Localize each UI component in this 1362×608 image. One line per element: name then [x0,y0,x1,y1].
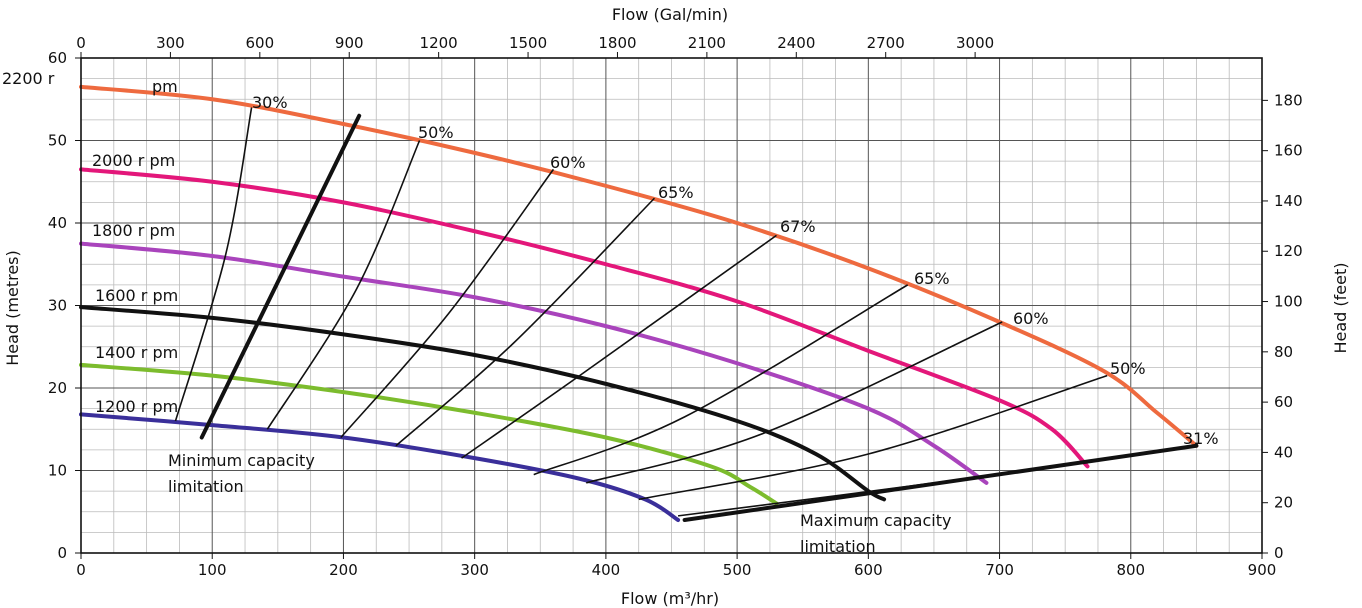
chart-labels: 2200 r pm 2000 r pm 1800 r pm 1600 r pm 1400 … [2,69,1219,556]
y2-axis-ticks: 0 20 40 60 80 100 120 140 160 180 [1262,91,1303,562]
y-tick-label: 30 [48,297,67,315]
y2-tick-label: 180 [1274,91,1303,109]
y2-tick-label: 0 [1274,544,1284,562]
y-tick-label: 60 [48,49,67,67]
x-tick-label: 0 [76,561,86,579]
efficiency-curve-0 [174,107,253,422]
series-label: 1400 r pm [95,343,178,362]
x2-tick-label: 600 [246,34,275,52]
y2-axis-title: Head (feet) [1331,263,1350,354]
series-label: 1800 r pm [92,221,175,240]
efficiency-label: 60% [550,153,586,172]
efficiency-label: 67% [780,217,816,236]
y-tick-label: 50 [48,132,67,150]
efficiency-curve-2 [340,168,555,439]
limitation-label-line1: Minimum capacity [168,451,315,470]
x-axis-title: Flow (m³/hr) [621,589,719,608]
x2-tick-label: 2400 [777,34,815,52]
efficiency-curve-4 [461,234,777,459]
series-label: 1200 r pm [95,397,178,416]
x-tick-label: 700 [985,561,1014,579]
efficiency-label: 30% [252,93,288,112]
efficiency-label: 65% [914,269,950,288]
y2-tick-label: 140 [1274,192,1303,210]
capacity-limit-lines [199,113,1199,522]
x2-tick-label: 900 [335,34,364,52]
x-tick-label: 900 [1248,561,1277,579]
x-tick-label: 200 [329,561,358,579]
efficiency-label: 31% [1183,429,1219,448]
x2-tick-label: 1200 [420,34,458,52]
y-tick-label: 0 [57,544,67,562]
x2-tick-label: 2700 [867,34,905,52]
efficiency-curve-6 [585,321,1003,484]
y-tick-label: 10 [48,462,67,480]
series-label: 1600 r pm [95,286,178,305]
efficiency-curve-1 [266,140,421,430]
efficiency-label: 65% [658,183,694,202]
efficiency-curve-7 [638,374,1108,501]
y2-tick-label: 120 [1274,242,1303,260]
speed-curve-0 [79,84,1199,448]
x-tick-label: 600 [854,561,883,579]
y2-tick-label: 160 [1274,142,1303,160]
speed-curve-4 [79,362,779,506]
limitation-line-0 [199,113,362,440]
series-label: 2000 r pm [92,151,175,170]
limitation-line-1 [682,443,1199,522]
x-tick-label: 100 [198,561,227,579]
efficiency-label: 50% [1110,359,1146,378]
series-label-2200-part1: 2200 r [2,69,55,88]
speed-curves [79,84,1199,522]
speed-curve-1 [79,167,1090,469]
speed-curve-2 [79,241,989,485]
limitation-label-line1: Maximum capacity [800,511,951,530]
x-axis-ticks: 0 100 200 300 400 500 600 700 800 900 [76,553,1276,579]
x2-tick-label: 1500 [509,34,547,52]
y2-tick-label: 60 [1274,393,1293,411]
x2-tick-label: 3000 [956,34,994,52]
y-axis-title: Head (metres) [3,250,22,366]
x2-tick-label: 1800 [598,34,636,52]
y2-tick-label: 20 [1274,494,1293,512]
x2-tick-label: 2100 [688,34,726,52]
y2-tick-label: 40 [1274,443,1293,461]
limitation-label-line2: limitation [800,537,876,556]
x2-tick-label: 0 [76,34,86,52]
x-tick-label: 500 [723,561,752,579]
y-tick-label: 40 [48,214,67,232]
x2-tick-label: 300 [156,34,185,52]
efficiency-curve-3 [395,197,656,447]
x-tick-label: 400 [592,561,621,579]
efficiency-label: 50% [418,123,454,142]
series-label-2200-part2: pm [152,77,178,96]
limitation-label-line2: limitation [168,477,244,496]
x-tick-label: 800 [1116,561,1145,579]
y2-tick-label: 100 [1274,293,1303,311]
y-axis-ticks: 0 10 20 30 40 50 60 [48,49,81,562]
efficiency-curve-5 [533,284,909,476]
y2-tick-label: 80 [1274,343,1293,361]
x2-axis-title: Flow (Gal/min) [612,5,728,24]
speed-curve-3 [79,305,887,502]
efficiency-label: 60% [1013,309,1049,328]
y-tick-label: 20 [48,379,67,397]
x2-axis-ticks: 0 300 600 900 1200 1500 1800 2100 2400 2700 3000 [76,34,994,58]
x-tick-label: 300 [460,561,489,579]
